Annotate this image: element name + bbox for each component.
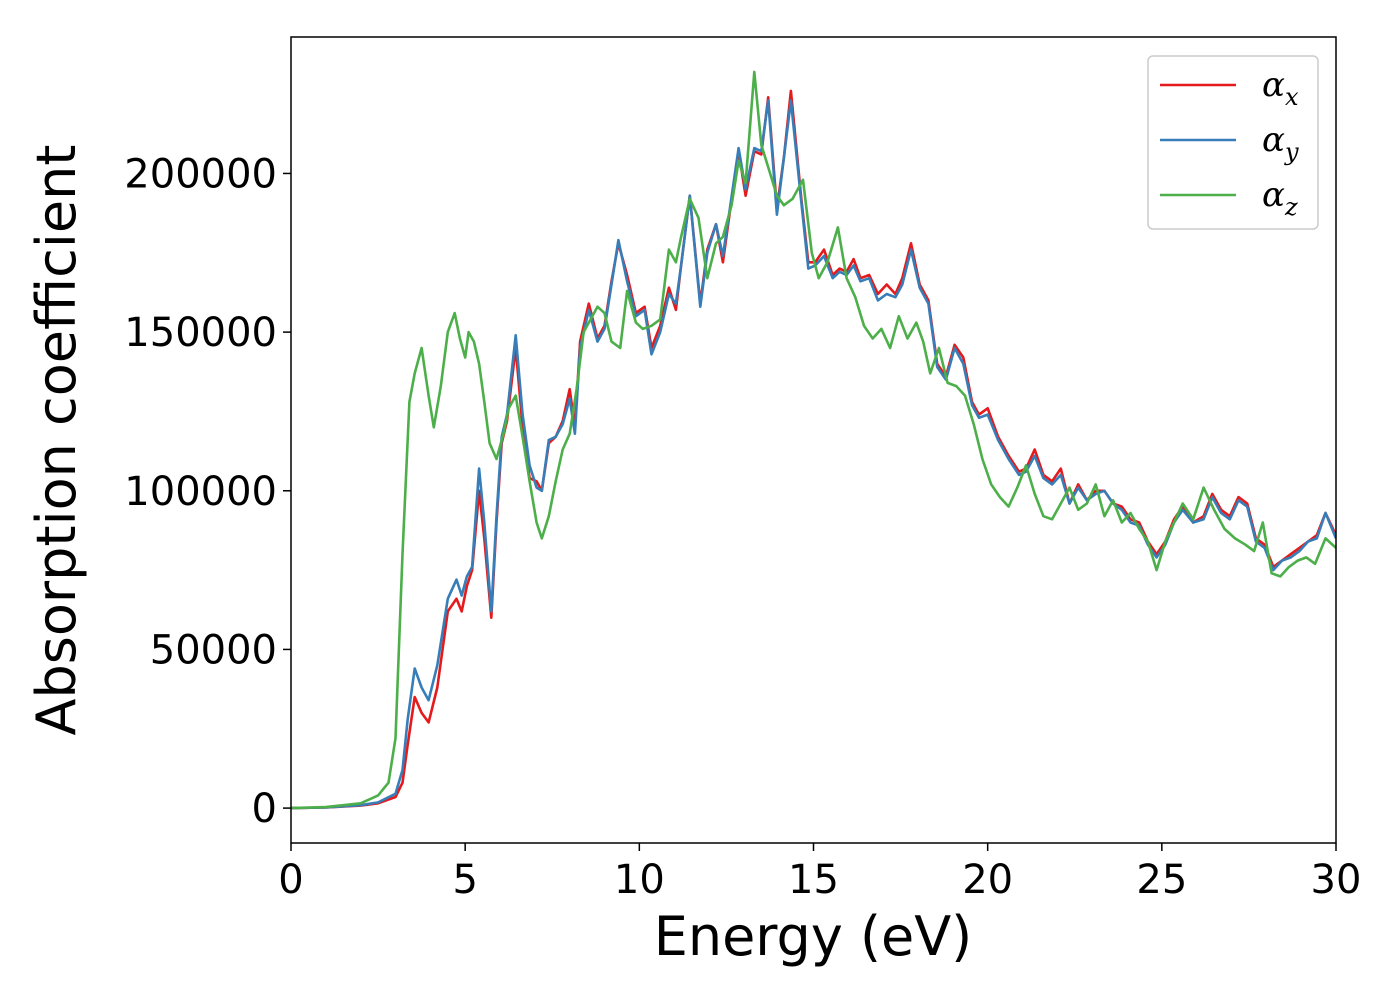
legend-frame — [1147, 55, 1319, 230]
y-axis: 0 50000 100000 150000 200000 — [124, 151, 291, 832]
x-axis: 0 5 10 15 20 25 30 — [278, 843, 1361, 903]
y-tick-label: 0 — [252, 786, 277, 832]
y-tick-label: 50000 — [150, 627, 277, 673]
x-tick-label: 25 — [1136, 857, 1187, 903]
x-tick-label: 0 — [278, 857, 303, 903]
x-tick-label: 30 — [1311, 857, 1362, 903]
y-axis-title: Absorption coefficient — [25, 145, 88, 736]
x-tick-label: 20 — [962, 857, 1013, 903]
x-tick-label: 5 — [452, 857, 477, 903]
y-tick-label: 100000 — [124, 469, 277, 515]
y-tick-label: 200000 — [124, 151, 277, 197]
y-tick-label: 150000 — [124, 310, 277, 356]
legend-label-x: αx — [1262, 65, 1299, 111]
x-tick-label: 15 — [788, 857, 839, 903]
series-layer — [291, 70, 1336, 810]
x-tick-label: 10 — [614, 857, 665, 903]
x-axis-title: Energy (eV) — [654, 905, 973, 968]
series-line-z — [291, 70, 1336, 810]
